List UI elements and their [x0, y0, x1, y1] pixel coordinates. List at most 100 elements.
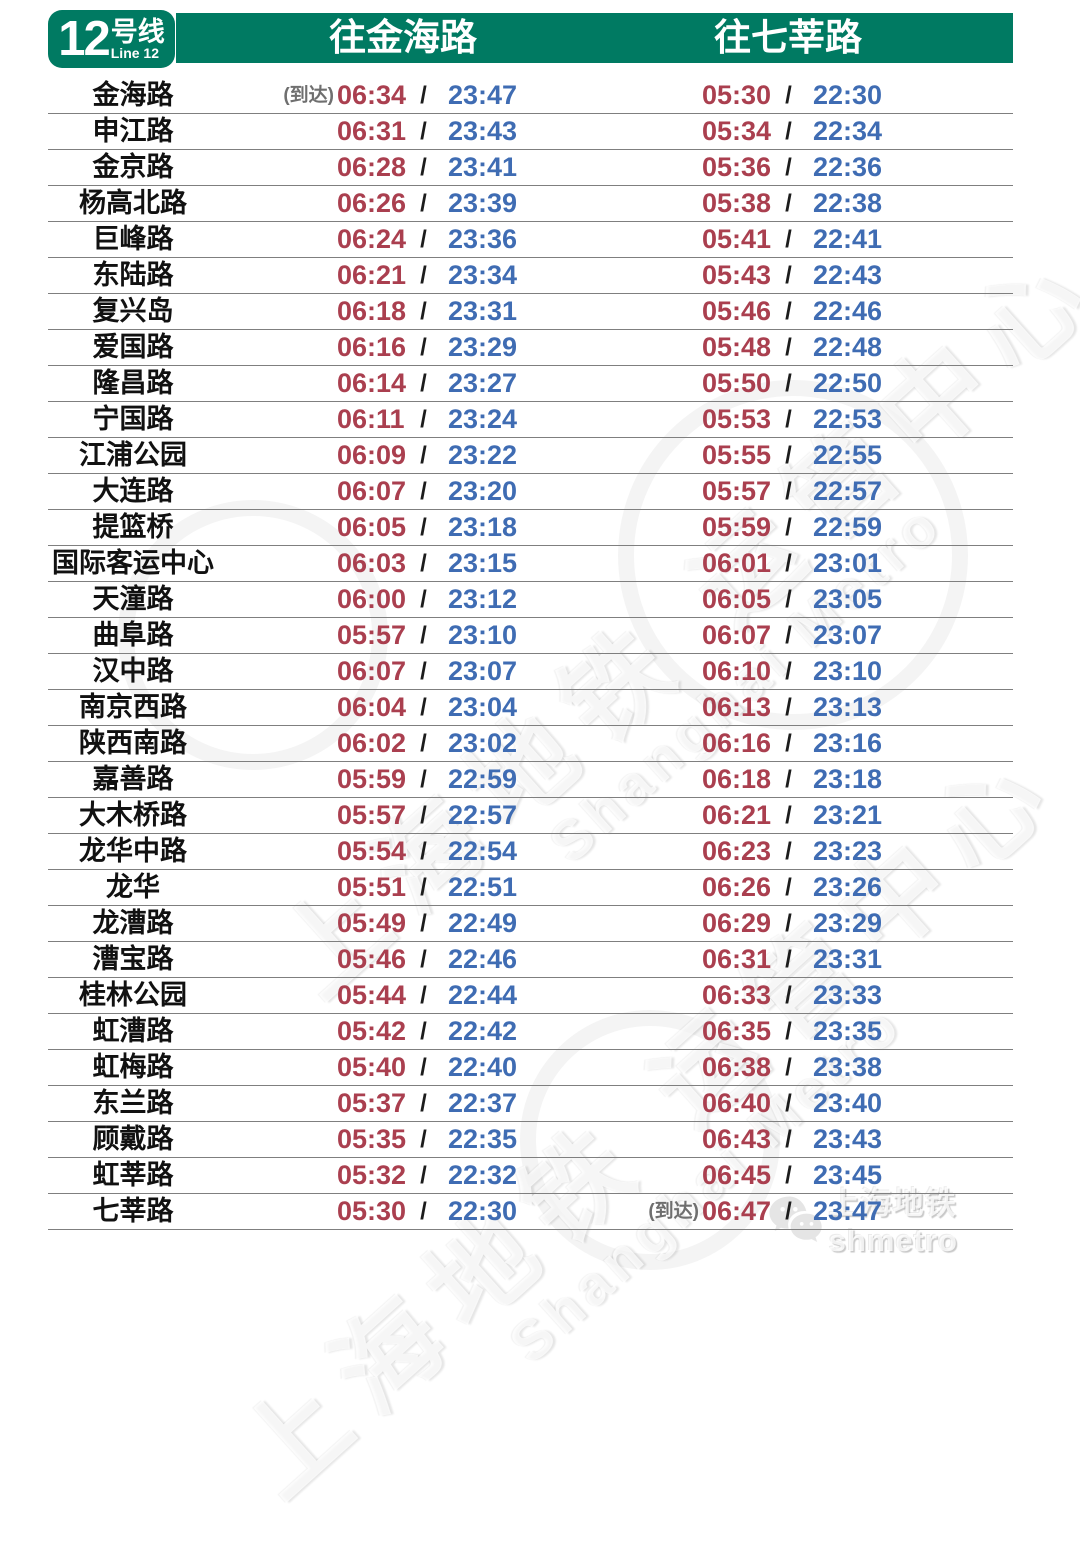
table-row: 龙漕路 05:49 / 22:49 06:29 / 23:29 [48, 906, 1013, 942]
time-separator: / [785, 262, 792, 289]
dir2-last-train-time: 22:50 [813, 368, 883, 398]
dir2-last-train-time: 23:16 [813, 728, 883, 758]
station-name: 爱国路 [92, 332, 174, 362]
dir1-first-train-time: 06:09 [337, 440, 407, 470]
dir1-last-train-time: 23:20 [448, 476, 518, 506]
time-separator: / [785, 910, 792, 937]
table-row: 大连路 06:07 / 23:20 05:57 / 22:57 [48, 474, 1013, 510]
dir2-first-train-time: 05:59 [702, 512, 772, 542]
dir2-last-train-time: 22:34 [813, 116, 883, 146]
dir1-first-train-time: 05:32 [337, 1160, 407, 1190]
time-separator: / [785, 478, 792, 505]
dir2-first-train-time: 05:53 [702, 404, 772, 434]
table-row: 提篮桥 06:05 / 23:18 05:59 / 22:59 [48, 510, 1013, 546]
time-separator: / [420, 658, 427, 685]
dir2-last-train-time: 23:01 [813, 548, 883, 578]
time-separator: / [785, 802, 792, 829]
time-separator: / [420, 1162, 427, 1189]
dir2-last-train-time: 23:07 [813, 620, 883, 650]
time-separator: / [785, 406, 792, 433]
time-separator: / [785, 370, 792, 397]
table-row: 东陆路 06:21 / 23:34 05:43 / 22:43 [48, 258, 1013, 294]
table-row: 陕西南路 06:02 / 23:02 06:16 / 23:16 [48, 726, 1013, 762]
dir2-last-train-time: 23:21 [813, 800, 883, 830]
time-separator: / [420, 586, 427, 613]
direction-header-bar: 往金海路 往七莘路 [176, 13, 1013, 63]
time-separator: / [420, 406, 427, 433]
dir2-first-train-time: 06:35 [702, 1016, 772, 1046]
time-separator: / [785, 298, 792, 325]
dir2-last-train-time: 22:55 [813, 440, 883, 470]
dir1-first-train-time: 06:02 [337, 728, 407, 758]
time-separator: / [785, 766, 792, 793]
table-row: 天潼路 06:00 / 23:12 06:05 / 23:05 [48, 582, 1013, 618]
table-row: 杨高北路 06:26 / 23:39 05:38 / 22:38 [48, 186, 1013, 222]
dir2-last-train-time: 23:40 [813, 1088, 883, 1118]
table-row: 巨峰路 06:24 / 23:36 05:41 / 22:41 [48, 222, 1013, 258]
dir2-first-train-time: 05:36 [702, 152, 772, 182]
time-separator: / [785, 946, 792, 973]
dir1-last-train-time: 23:27 [448, 368, 518, 398]
time-separator: / [420, 838, 427, 865]
dir1-first-train-time: 05:49 [337, 908, 407, 938]
time-separator: / [785, 1090, 792, 1117]
dir1-last-train-time: 22:40 [448, 1052, 518, 1082]
dir2-last-train-time: 22:38 [813, 188, 883, 218]
dir1-first-train-time: 06:31 [337, 116, 407, 146]
time-separator: / [785, 874, 792, 901]
time-separator: / [785, 838, 792, 865]
time-separator: / [420, 622, 427, 649]
station-name: 国际客运中心 [52, 548, 214, 578]
time-separator: / [785, 1126, 792, 1153]
dir2-first-train-time: 05:30 [702, 80, 772, 110]
dir1-last-train-time: 22:54 [448, 836, 518, 866]
table-row: 虹漕路 05:42 / 22:42 06:35 / 23:35 [48, 1014, 1013, 1050]
dir2-first-train-time: 06:45 [702, 1160, 772, 1190]
dir1-last-train-time: 23:36 [448, 224, 518, 254]
table-row: 虹梅路 05:40 / 22:40 06:38 / 23:38 [48, 1050, 1013, 1086]
dir2-last-train-time: 23:10 [813, 656, 883, 686]
dir1-last-train-time: 23:47 [448, 80, 518, 110]
dir1-first-train-time: 06:07 [337, 656, 407, 686]
dir2-first-train-time: 05:43 [702, 260, 772, 290]
station-name: 金京路 [92, 152, 174, 182]
dir2-first-train-time: 05:41 [702, 224, 772, 254]
table-row: 江浦公园 06:09 / 23:22 05:55 / 22:55 [48, 438, 1013, 474]
dir1-first-train-time: 06:26 [337, 188, 407, 218]
dir1-first-train-time: 06:28 [337, 152, 407, 182]
dir2-last-train-time: 23:38 [813, 1052, 883, 1082]
dir1-last-train-time: 23:31 [448, 296, 518, 326]
station-name: 申江路 [92, 116, 174, 146]
dir1-last-train-time: 23:43 [448, 116, 518, 146]
time-separator: / [420, 82, 427, 109]
time-separator: / [785, 514, 792, 541]
station-name: 汉中路 [92, 656, 174, 686]
dir2-first-train-time: 06:40 [702, 1088, 772, 1118]
dir1-first-train-time: 05:59 [337, 764, 407, 794]
dir1-first-train-time: 06:11 [337, 404, 405, 434]
station-name: 虹莘路 [92, 1160, 174, 1190]
station-name: 龙华中路 [79, 836, 187, 866]
dir2-first-train-time: 05:34 [702, 116, 772, 146]
dir1-first-train-time: 05:54 [337, 836, 407, 866]
dir2-first-train-time: 06:29 [702, 908, 772, 938]
station-name: 巨峰路 [92, 224, 174, 254]
dir2-first-train-time: 06:10 [702, 656, 772, 686]
table-row: 龙华 05:51 / 22:51 06:26 / 23:26 [48, 870, 1013, 906]
time-separator: / [420, 1090, 427, 1117]
time-separator: / [785, 730, 792, 757]
dir1-first-train-time: 05:30 [337, 1196, 407, 1226]
time-separator: / [785, 1198, 792, 1225]
station-name: 提篮桥 [92, 512, 174, 542]
time-separator: / [420, 262, 427, 289]
station-name: 陕西南路 [79, 728, 187, 758]
direction-1-header: 往金海路 [329, 17, 477, 58]
dir1-last-train-time: 23:10 [448, 620, 518, 650]
time-separator: / [420, 334, 427, 361]
dir2-last-train-time: 23:47 [813, 1196, 883, 1226]
table-row: 漕宝路 05:46 / 22:46 06:31 / 23:31 [48, 942, 1013, 978]
dir1-last-train-time: 22:35 [448, 1124, 518, 1154]
time-separator: / [785, 1018, 792, 1045]
station-name: 杨高北路 [79, 188, 187, 218]
time-separator: / [785, 550, 792, 577]
